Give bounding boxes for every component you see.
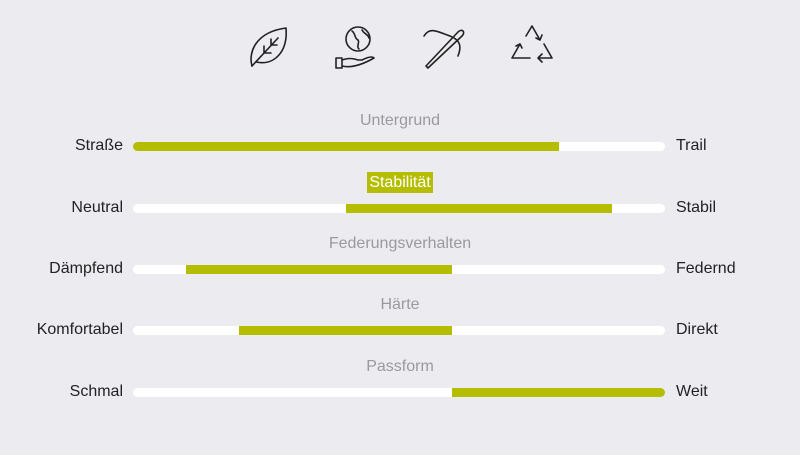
scale-right-label: Stabil — [676, 199, 717, 216]
scale-fill — [239, 326, 453, 335]
scale-title: Federungsverhalten — [0, 235, 800, 253]
leaf-icon — [250, 27, 287, 67]
scale-left-label: Komfortabel — [36, 321, 123, 338]
scale-fill — [452, 388, 665, 397]
scale-left-label: Straße — [74, 137, 123, 154]
scale-title: Passform — [0, 358, 800, 376]
globe-in-hand-icon — [335, 26, 375, 69]
needle-thread-icon — [423, 29, 465, 69]
scale-title-text: Passform — [366, 358, 434, 375]
scale-row: Passform Schmal Weit — [0, 358, 800, 420]
recycle-icon — [511, 25, 553, 63]
scale-title-text: Untergrund — [359, 112, 441, 129]
scale-track — [133, 204, 665, 213]
scale-row: Härte Komfortabel Direkt — [0, 296, 800, 358]
scale-fill — [345, 204, 612, 213]
scale-right-label: Trail — [676, 137, 707, 154]
scale-fill — [186, 265, 453, 274]
scale-left-label: Schmal — [69, 383, 123, 400]
scale-fill — [133, 142, 559, 151]
scale-title-text: Härte — [380, 296, 420, 313]
scale-title: Untergrund — [0, 112, 800, 130]
scale-row: Federungsverhalten Dämpfend Federnd — [0, 235, 800, 297]
scale-row: Untergrund Straße Trail — [0, 112, 800, 174]
scale-left-label: Neutral — [71, 199, 123, 216]
scale-left-label: Dämpfend — [49, 260, 123, 277]
scale-title: Härte — [0, 296, 800, 314]
scale-title-text: Stabilität — [367, 172, 433, 193]
scale-title: Stabilität — [0, 172, 800, 193]
scale-row: Stabilität Neutral Stabil — [0, 172, 800, 236]
scale-track — [133, 326, 665, 335]
scale-track — [133, 142, 665, 151]
scale-track — [133, 388, 665, 397]
scale-right-label: Direkt — [676, 321, 718, 338]
scale-title-text: Federungsverhalten — [328, 235, 472, 252]
scale-right-label: Weit — [676, 383, 708, 400]
feature-icons — [0, 22, 800, 70]
scale-right-label: Federnd — [676, 260, 736, 277]
scale-track — [133, 265, 665, 274]
